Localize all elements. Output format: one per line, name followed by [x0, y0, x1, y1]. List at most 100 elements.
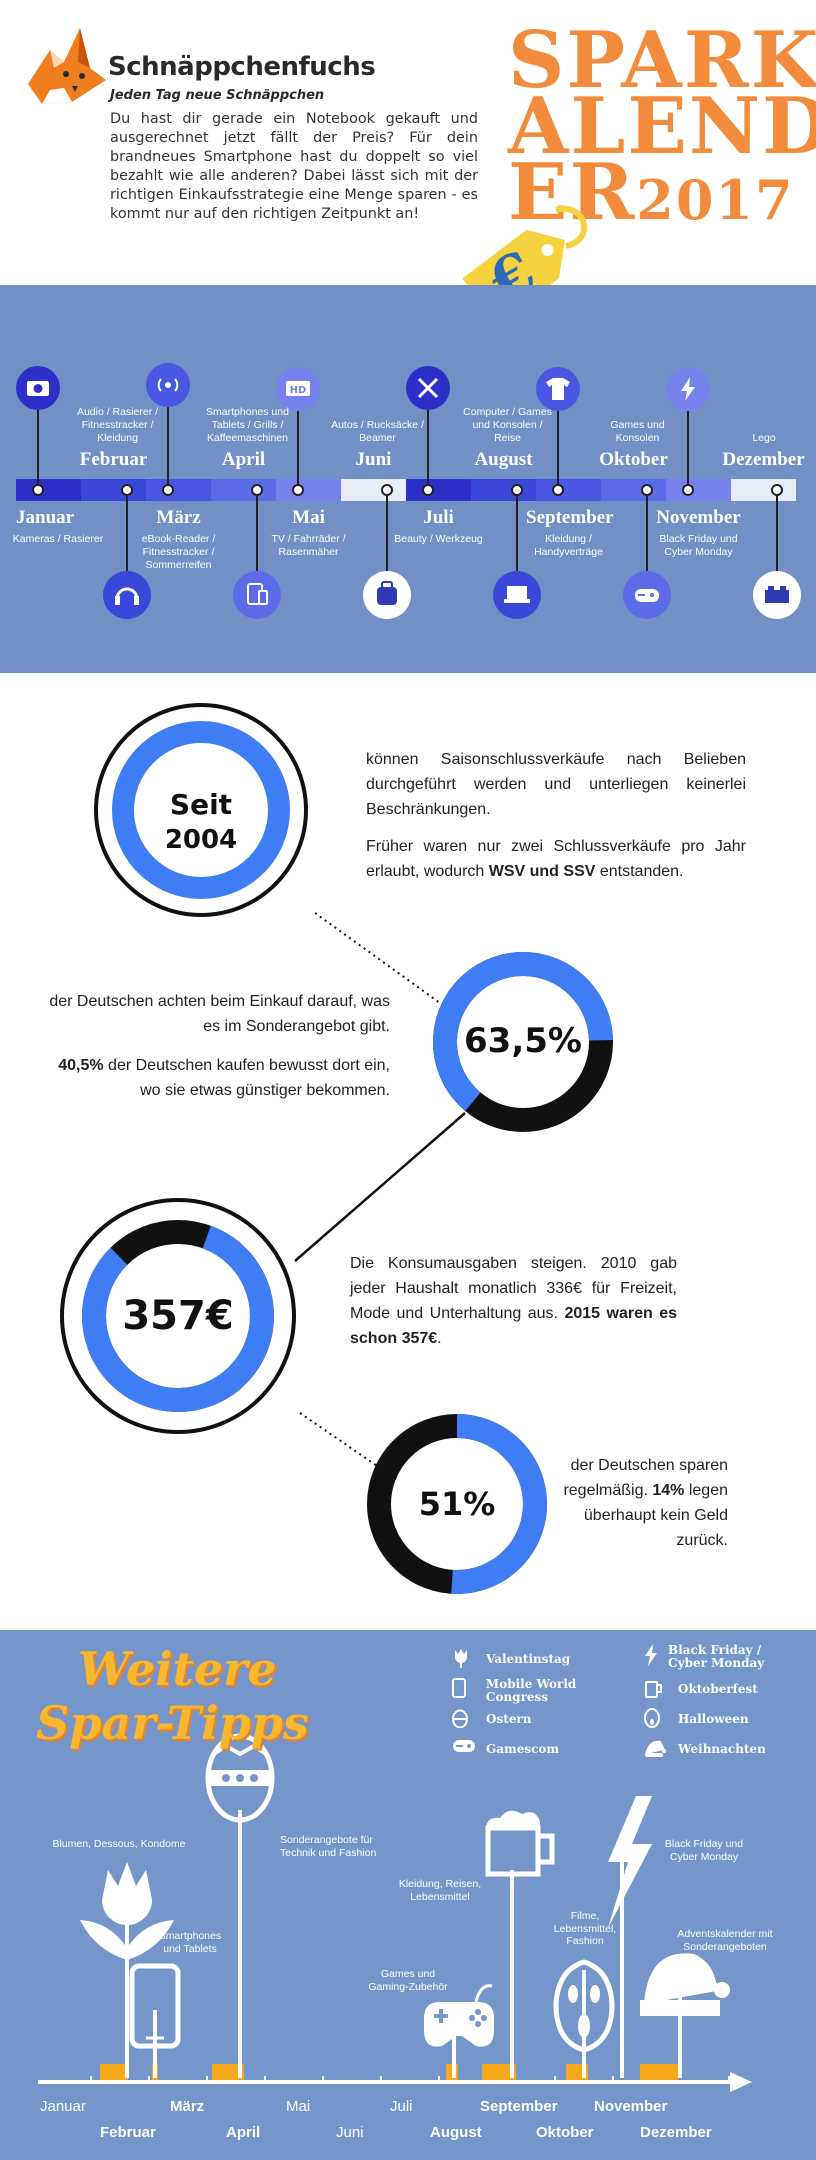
timeline-segment	[536, 479, 601, 501]
intro-text: Du hast dir gerade ein Notebook gekauft …	[110, 111, 478, 222]
tulip-icon	[80, 1862, 174, 1960]
timeline-month-name: März	[156, 507, 201, 528]
timeline-category: Lego	[752, 432, 776, 444]
stat-text-bold: 2015 waren es schon 357€	[350, 1305, 677, 1347]
timeline-segment	[666, 479, 731, 501]
stat-label-63-percent: 63,5%	[464, 1021, 582, 1061]
tips-axis-month: Juni	[336, 2124, 364, 2141]
timeline-month-name: Oktober	[599, 449, 668, 470]
stat-text-63-percent: der Deutschen achten beim Einkauf darauf…	[40, 989, 390, 1103]
event-bar	[640, 2064, 678, 2080]
legend-item: Ostern	[452, 1708, 642, 1730]
fox-logo-icon	[28, 28, 106, 104]
tips-axis-tick	[90, 2076, 92, 2082]
laptop-icon	[493, 571, 541, 619]
legend-label: Valentinstag	[486, 1651, 571, 1666]
gamepad-icon	[424, 1984, 494, 2047]
month-timeline: HD Januar Kameras / Rasierer Februar Audio …	[0, 285, 816, 673]
stat-text-part: .	[437, 1330, 442, 1347]
timeline-segment	[16, 479, 81, 501]
easter-egg-icon	[205, 1733, 275, 1823]
tip-note-halloween: Filme, Lebensmittel, Fashion	[553, 1910, 617, 1947]
tips-axis-tick	[148, 2076, 150, 2082]
tip-note-weihnachten: Adventskalender mit Sonderangeboten	[677, 1928, 773, 1953]
timeline-month-name: Januar	[16, 507, 75, 528]
header: Schnäppchenfuchs Jeden Tag neue Schnäppc…	[0, 0, 816, 325]
legend-item: Valentinstag	[452, 1648, 642, 1670]
event-bar	[100, 2064, 128, 2080]
tips-axis-month: Mai	[286, 2098, 311, 2115]
stat-paragraph: der Deutschen achten beim Einkauf darauf…	[49, 993, 390, 1035]
timeline-category: Autos / Rucksäcke / Beamer	[331, 419, 424, 444]
tips-title-line1: Weitere	[78, 1642, 277, 1696]
tshirt-icon	[536, 367, 580, 411]
legend-label: Gamescom	[486, 1741, 560, 1756]
title-year: 2017	[636, 168, 795, 232]
timeline-month-name: Juni	[355, 449, 392, 470]
stat-circle-63-percent	[432, 951, 614, 1133]
stat-text-part: der Deutschen kaufen bewusst dort ein, w…	[103, 1057, 390, 1099]
timeline-category: Beauty / Werkzeug	[394, 533, 483, 545]
spar-tipps-section: Weitere Spar-Tipps Valentinstag Mobile Wo…	[0, 1630, 816, 2160]
timeline-dot	[251, 484, 263, 496]
legend-item: Black Friday / Cyber Monday	[644, 1644, 774, 1670]
title-line: SPARK	[508, 15, 816, 106]
smartphone-icon	[129, 1963, 181, 2049]
tips-axis-month: Juli	[390, 2098, 413, 2115]
event-bar	[212, 2064, 244, 2080]
stat-text-357-euro: Die Konsumausgaben steigen. 2010 gab jed…	[350, 1251, 677, 1351]
svg-text:HD: HD	[290, 385, 307, 396]
tip-note-ostern: Sonderangebote für Technik und Fashion	[280, 1834, 377, 1859]
brand-slogan: Jeden Tag neue Schnäppchen	[110, 88, 325, 103]
tip-note-gamescom: Games und Gaming-Zubehör	[368, 1968, 448, 1993]
tips-axis-month: August	[430, 2124, 482, 2141]
tips-axis-tick	[728, 2076, 730, 2082]
legend-label: Weihnachten	[678, 1741, 766, 1756]
event-bar	[482, 2064, 516, 2080]
tips-axis-tick	[206, 2076, 208, 2082]
tip-note-valentin: Blumen, Dessous, Kondome	[52, 1838, 186, 1850]
timeline-category: eBook-Reader / Fitnesstracker / Sommerre…	[141, 533, 216, 571]
legend-item: Oktoberfest	[644, 1678, 774, 1700]
tulip-icon	[452, 1648, 474, 1670]
brand-name: Schnäppchenfuchs	[108, 52, 376, 82]
timeline-category: Audio / Rasierer / Fitnesstracker / Klei…	[76, 406, 159, 444]
backpack-icon	[363, 571, 411, 619]
stat-text-part: legen überhaupt kein Geld zurück.	[583, 1482, 728, 1549]
tips-axis-tick	[380, 2076, 382, 2082]
timeline-month-name: September	[526, 507, 614, 528]
beer-mug-icon	[644, 1678, 666, 1700]
tips-axis-tick	[322, 2076, 324, 2082]
timeline-category: Smartphones und Tablets / Grills / Kaffe…	[206, 406, 289, 444]
timeline-segment	[406, 479, 471, 501]
wireless-icon	[146, 363, 190, 407]
timeline-segment	[601, 479, 666, 501]
timeline-dot	[641, 484, 653, 496]
timeline-dot	[422, 484, 434, 496]
timeline-month-name: Juli	[423, 507, 454, 528]
stat-circle-since-2004	[94, 703, 308, 917]
legend-label: Oktoberfest	[678, 1681, 758, 1696]
connector-lines	[294, 912, 466, 1469]
legend-item: Weihnachten	[644, 1738, 774, 1760]
tip-note-mwc: Smartphones und Tablets	[158, 1930, 222, 1955]
stat-paragraph: 40,5% der Deutschen kaufen bewusst dort …	[40, 1053, 390, 1103]
hd-tv-icon: HD	[276, 367, 320, 411]
title-line-end: ER	[508, 147, 637, 238]
stat-label-seit: Seit	[169, 788, 233, 821]
stat-ring	[112, 721, 290, 899]
stat-text-part: der Deutschen sparen regelmäßig.	[563, 1457, 728, 1499]
timeline-category: Black Friday und Cyber Monday	[659, 533, 738, 558]
legend-item: Mobile World Congress	[452, 1678, 642, 1704]
timeline-month-name: November	[656, 507, 741, 528]
scream-mask-icon	[553, 1959, 615, 2053]
tip-note-oktoberfest: Kleidung, Reisen, Lebensmittel	[398, 1878, 482, 1903]
tips-axis-tick	[612, 2076, 614, 2082]
santa-hat-icon	[640, 1953, 730, 2016]
timeline-category: Kameras / Rasierer	[12, 533, 104, 545]
tips-axis-month: Januar	[40, 2098, 86, 2115]
timeline-dot	[511, 484, 523, 496]
tips-axis-arrow	[730, 2072, 752, 2092]
stat-label-year: 2004	[164, 825, 238, 855]
lightning-icon	[666, 367, 710, 411]
